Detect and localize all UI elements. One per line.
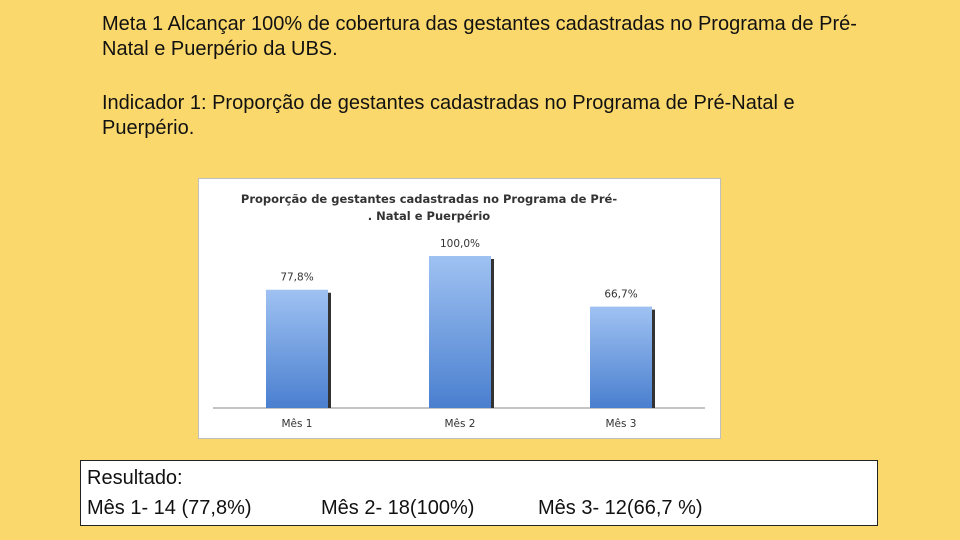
meta-text: Meta 1 Alcançar 100% de cobertura das ge… <box>102 12 862 62</box>
resultado-mes-3: Mês 3- 12(66,7 %) <box>538 497 703 519</box>
category-label-3: Mês 3 <box>605 418 636 430</box>
resultado-mes-2: Mês 2- 18(100%) <box>321 497 475 519</box>
chart-title-line-2: . Natal e Puerpério <box>368 209 490 223</box>
meta-description: Alcançar 100% de cobertura das gestantes… <box>102 13 857 60</box>
bar-chart: Proporção de gestantes cadastradas no Pr… <box>198 178 721 439</box>
indicador-text: Indicador 1: Proporção de gestantes cada… <box>102 91 862 141</box>
resultado-mes-1: Mês 1- 14 (77,8%) <box>87 497 252 519</box>
data-label-2: 100,0% <box>440 238 480 250</box>
data-label-3: 66,7% <box>604 289 637 301</box>
bar-3 <box>590 306 652 408</box>
meta-label: Meta 1 <box>102 13 164 35</box>
chart-svg: Proporção de gestantes cadastradas no Pr… <box>213 192 705 430</box>
chart-title-line-1: Proporção de gestantes cadastradas no Pr… <box>241 192 617 206</box>
resultado-box: Resultado: Mês 1- 14 (77,8%) Mês 2- 18(1… <box>80 460 878 526</box>
category-label-2: Mês 2 <box>444 418 475 430</box>
data-label-1: 77,8% <box>280 272 313 284</box>
indicador-label: Indicador 1: <box>102 92 207 114</box>
indicador-description: Proporção de gestantes cadastradas no Pr… <box>102 92 795 139</box>
resultado-title: Resultado: <box>87 467 183 489</box>
bar-2 <box>429 256 491 408</box>
bar-1 <box>266 289 328 408</box>
category-label-1: Mês 1 <box>281 418 312 430</box>
